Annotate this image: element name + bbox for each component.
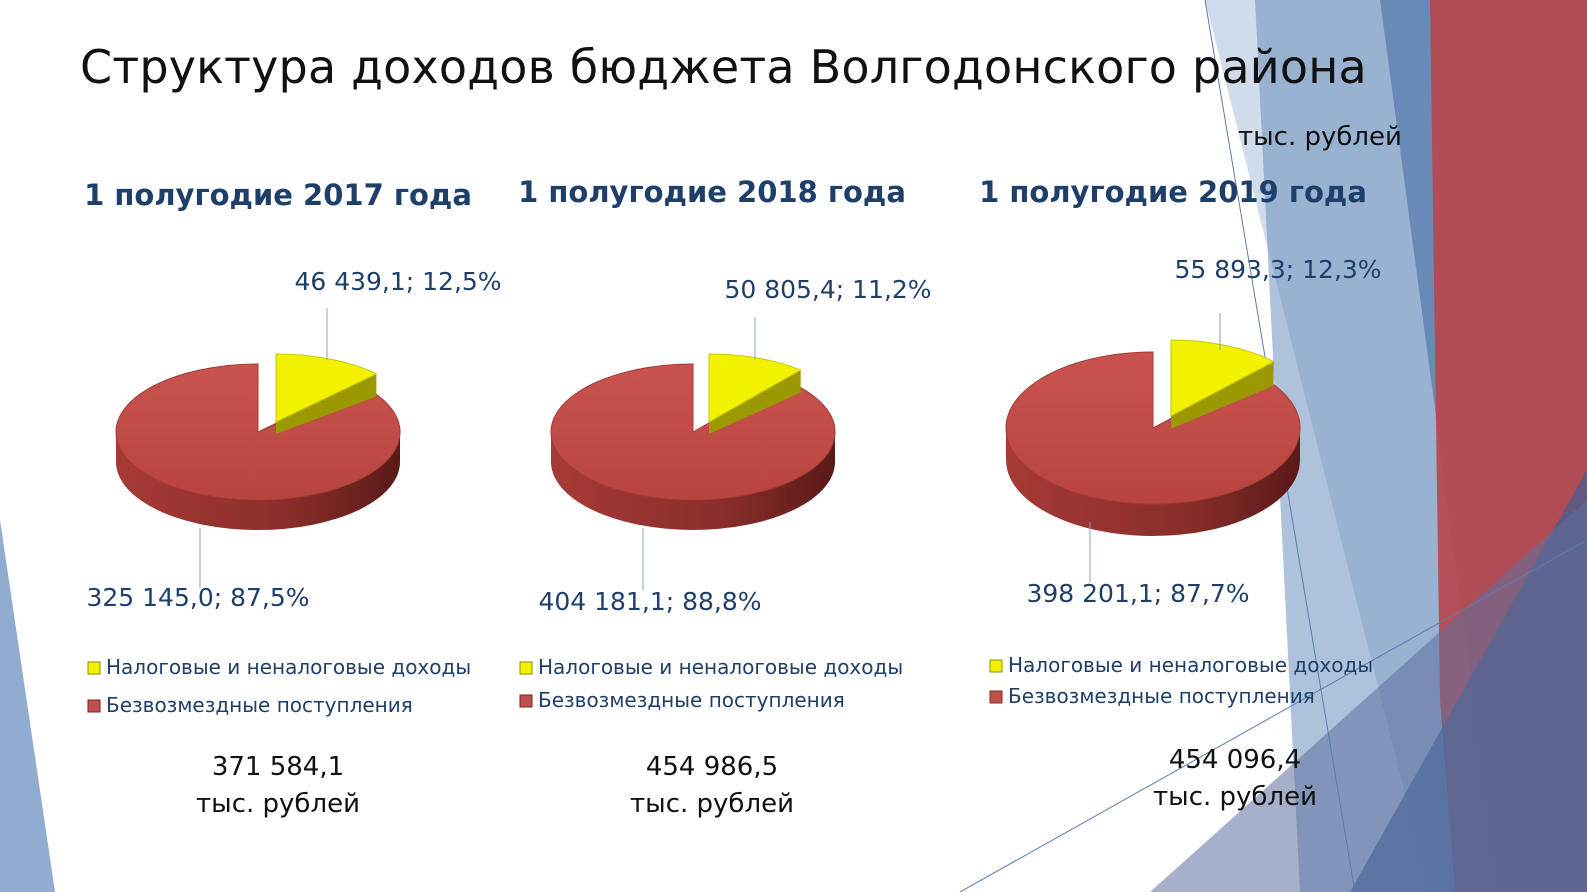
legend-label: Налоговые и неналоговые доходы	[1008, 653, 1373, 677]
bg-left-wedge	[0, 520, 55, 892]
total-unit: тыс. рублей	[196, 789, 360, 819]
bg-lower-purple-wedge	[1150, 500, 1587, 892]
data-label-gratuitous: 404 181,1; 88,8%	[538, 587, 761, 616]
slice-tax-side	[276, 373, 377, 434]
slice-gratuitous-side	[116, 432, 400, 530]
legend-swatch	[989, 659, 1003, 673]
pie-title: 1 полугодие 2019 года	[979, 175, 1367, 209]
total-value: 454 096,4	[1169, 745, 1301, 775]
pie-title: 1 полугодие 2018 года	[518, 175, 906, 209]
legend-label: Безвозмездные поступления	[106, 693, 413, 717]
legend-swatch	[519, 661, 533, 675]
slice-gratuitous-side	[551, 432, 835, 530]
slice-tax-side	[709, 370, 801, 434]
slice-gratuitous-side	[1006, 428, 1300, 536]
total-value: 371 584,1	[212, 752, 344, 782]
legend-label: Безвозмездные поступления	[538, 688, 845, 712]
legend-swatch	[989, 690, 1003, 704]
data-label-gratuitous: 398 201,1; 87,7%	[1026, 579, 1249, 608]
total-unit: тыс. рублей	[1153, 782, 1317, 812]
data-label-tax: 50 805,4; 11,2%	[724, 275, 931, 304]
legend-swatch	[519, 694, 533, 708]
pie-chart-2: 1 полугодие 2018 года 50 805,4; 11,2% 404 …	[518, 175, 931, 819]
total-unit: тыс. рублей	[630, 789, 794, 819]
legend-label: Налоговые и неналоговые доходы	[106, 655, 471, 679]
pie-chart-3: 1 полугодие 2019 года 55 893,3; 12,3% 398 …	[979, 175, 1381, 812]
total-value: 454 986,5	[646, 752, 778, 782]
slice-tax	[708, 353, 802, 423]
slice-tax	[1170, 339, 1275, 417]
pie-chart-1: 1 полугодие 2017 года 46 439,1; 12,5% 325 …	[84, 178, 501, 819]
legend-swatch	[87, 699, 101, 713]
data-label-gratuitous: 325 145,0; 87,5%	[86, 583, 309, 612]
legend-label: Безвозмездные поступления	[1008, 684, 1315, 708]
pie-title: 1 полугодие 2017 года	[84, 178, 472, 212]
legend-swatch	[87, 661, 101, 675]
slice-tax	[275, 353, 378, 423]
bg-thin-line	[959, 539, 1587, 892]
data-label-tax: 46 439,1; 12,5%	[294, 267, 501, 296]
data-label-tax: 55 893,3; 12,3%	[1174, 255, 1381, 284]
legend-label: Налоговые и неналоговые доходы	[538, 655, 903, 679]
unit-label: тыс. рублей	[1238, 122, 1402, 152]
slice-tax-side	[1171, 361, 1274, 429]
page-title: Структура доходов бюджета Волгодонского …	[80, 40, 1367, 94]
